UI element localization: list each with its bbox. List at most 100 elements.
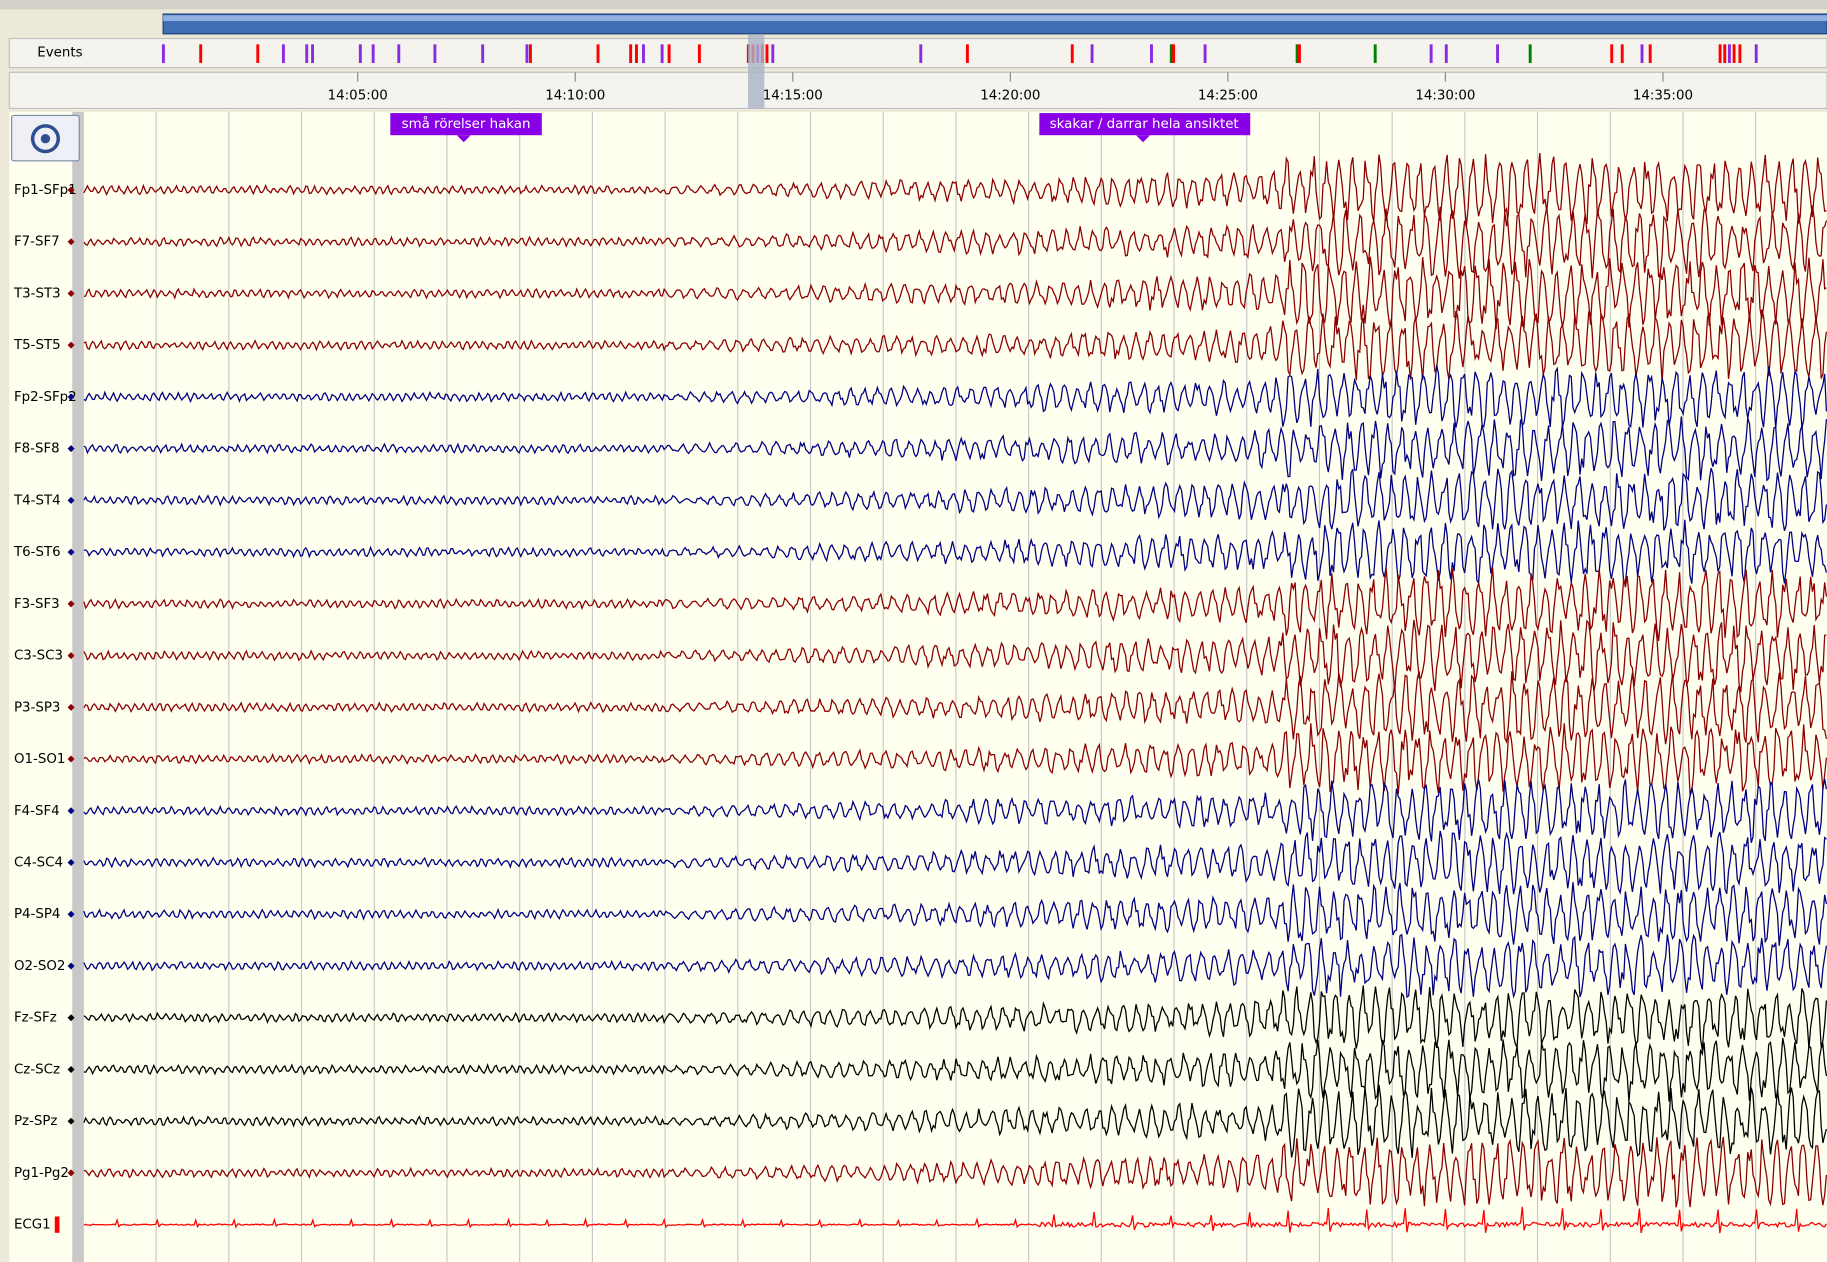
annotation-box — [1039, 113, 1251, 136]
event-marker — [765, 44, 769, 63]
trace — [83, 152, 1827, 227]
channel-label: C3-SC3 — [14, 649, 63, 664]
trace — [83, 1037, 1827, 1102]
trace — [83, 256, 1827, 330]
event-marker — [199, 44, 203, 63]
channel-marker — [67, 910, 75, 918]
trace — [83, 830, 1827, 895]
trace — [83, 309, 1827, 382]
event-marker — [771, 44, 775, 63]
event-marker — [397, 44, 401, 63]
channel-label: Pz-SPz — [14, 1114, 58, 1129]
position-indicator[interactable] — [748, 35, 765, 109]
event-marker — [642, 44, 645, 63]
trace — [83, 882, 1827, 946]
event-marker — [1496, 44, 1500, 63]
channel-marker — [67, 859, 75, 867]
event-marker — [1732, 44, 1736, 63]
top-strip — [0, 0, 1827, 10]
channel-marker — [67, 445, 75, 453]
channel-label: T3-ST3 — [13, 286, 61, 301]
time-label: 14:20:00 — [980, 89, 1040, 104]
event-marker — [371, 44, 375, 63]
trace — [83, 933, 1827, 999]
event-marker — [358, 44, 362, 63]
channel-label: F4-SF4 — [14, 804, 60, 819]
event-marker — [481, 44, 485, 63]
channel-label: T4-ST4 — [13, 493, 61, 508]
time-labels: 14:05:00 14:10:00 14:15:00 14:20:00 14:25:00… — [328, 72, 1693, 104]
trace — [83, 778, 1827, 844]
event-marker — [667, 44, 671, 63]
event-marker — [525, 44, 529, 63]
channel-marker — [67, 755, 75, 763]
channel-marker — [54, 1216, 60, 1233]
channel-label: O2-SO2 — [14, 959, 65, 974]
label-gutter — [72, 111, 84, 1262]
channel-marker — [67, 1065, 75, 1073]
event-marker — [965, 44, 969, 63]
channel-marker — [67, 1117, 75, 1125]
event-marker — [1727, 44, 1731, 63]
time-label: 14:35:00 — [1633, 89, 1693, 104]
event-marker — [281, 44, 285, 63]
trace — [83, 1136, 1827, 1208]
trace — [83, 416, 1827, 482]
event-marker — [1070, 44, 1074, 63]
channel-labels: Fp1-SFp1 F7-SF7 T3-ST3 T5-ST5 Fp2-SFp2 F8-SF8… — [13, 183, 77, 1233]
event-marker — [311, 44, 315, 63]
channel-label: T6-ST6 — [13, 545, 61, 560]
annotation[interactable]: skakar / darrar hela ansiktet — [1039, 113, 1251, 143]
time-axis — [8, 71, 1827, 110]
time-label: 14:10:00 — [545, 89, 605, 104]
event-marker — [629, 44, 633, 63]
channel-label: P3-SP3 — [14, 700, 60, 715]
event-marker — [1203, 44, 1207, 63]
event-marker — [1295, 44, 1299, 63]
annotation-pointer — [456, 135, 471, 143]
event-marker — [1620, 44, 1624, 63]
event-marker — [528, 44, 532, 63]
event-marker — [161, 44, 165, 63]
channel-label: ECG1 — [14, 1218, 51, 1233]
button-icon — [30, 124, 61, 154]
event-marker — [1444, 44, 1448, 63]
trace — [83, 519, 1827, 585]
trace — [83, 467, 1827, 531]
channel-marker — [67, 289, 75, 297]
channel-label: Pg1-Pg2 — [14, 1166, 69, 1181]
event-marker — [1640, 44, 1644, 63]
channel-label: O1-SO1 — [14, 752, 65, 767]
annotation[interactable]: små rörelser hakan — [390, 113, 542, 143]
channel-label: F3-SF3 — [14, 597, 60, 612]
event-marker — [1610, 44, 1614, 63]
events-label: Events — [37, 45, 82, 60]
channel-marker — [67, 600, 75, 608]
channel-label: Fz-SFz — [14, 1011, 57, 1026]
channel-marker — [67, 341, 75, 349]
annotation-text: skakar / darrar hela ansiktet — [1050, 117, 1239, 132]
channel-label: Fp2-SFp2 — [14, 390, 77, 405]
event-marker — [1172, 44, 1176, 63]
event-marker — [1718, 44, 1722, 63]
channel-label: C4-SC4 — [14, 856, 63, 871]
time-label: 14:30:00 — [1415, 89, 1475, 104]
channel-label: F7-SF7 — [14, 235, 60, 250]
annotation-text: små rörelser hakan — [402, 115, 531, 132]
channel-marker — [67, 393, 75, 401]
annotation-pointer — [1136, 135, 1151, 143]
annotation-box — [390, 113, 542, 136]
trace — [83, 364, 1827, 429]
event-marker — [1738, 44, 1742, 63]
event-marker — [1373, 44, 1377, 63]
trace — [83, 1206, 1827, 1234]
event-marker — [256, 44, 260, 63]
event-marker — [1169, 44, 1173, 63]
trace — [83, 985, 1827, 1050]
channel-marker — [67, 238, 75, 246]
channel-marker — [67, 962, 75, 970]
trace — [83, 723, 1827, 796]
channel-marker — [67, 652, 75, 660]
scrollbar-shine — [163, 15, 1827, 22]
